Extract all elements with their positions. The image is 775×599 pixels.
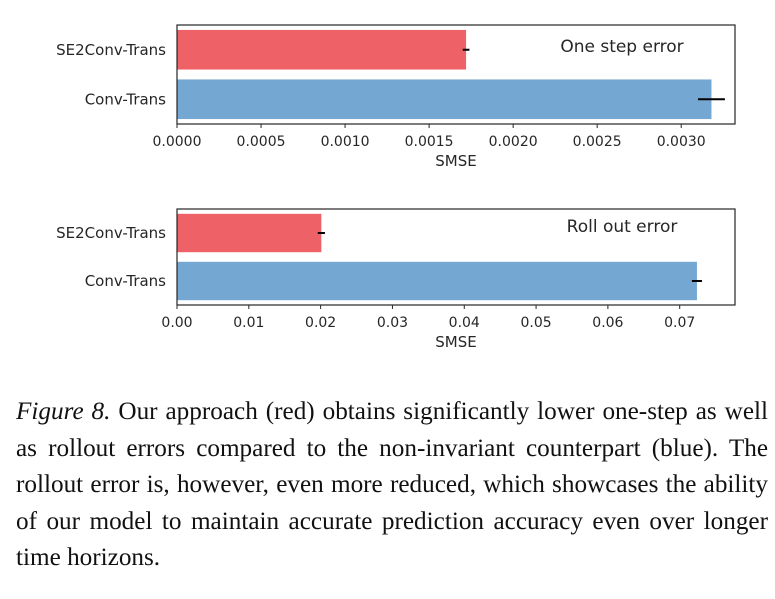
x-tick-label: 0.02 xyxy=(305,315,336,331)
x-axis-label: SMSE xyxy=(435,333,476,351)
x-tick-label: 0.07 xyxy=(664,315,695,331)
figure-charts: SE2Conv-Trans Conv-Trans 0.0000 0.0005 0.001… xyxy=(56,24,736,351)
bar-se2conv-trans xyxy=(177,213,322,253)
figure-label: Figure 8. xyxy=(16,398,111,425)
chart-annotation: Roll out error xyxy=(567,217,678,237)
x-axis-label: SMSE xyxy=(435,152,476,170)
chart-panel-1: SE2Conv-Trans Conv-Trans 0.0000 0.0005 0.001… xyxy=(56,24,736,170)
y-tick-label: SE2Conv-Trans xyxy=(56,224,166,242)
bar-conv-trans xyxy=(177,79,712,120)
x-tick-label: 0.03 xyxy=(377,315,408,331)
x-tick-label: 0.0005 xyxy=(237,134,286,150)
x-tick-label: 0.0025 xyxy=(573,134,622,150)
figure-caption: Figure 8. Our approach (red) obtains sig… xyxy=(16,394,768,577)
x-tick-label: 0.00 xyxy=(161,315,192,331)
x-tick-label: 0.04 xyxy=(449,315,480,331)
x-tick-label: 0.0015 xyxy=(405,134,454,150)
y-tick-label: SE2Conv-Trans xyxy=(56,41,166,59)
axes-frame xyxy=(176,24,736,125)
x-tick-label: 0.0030 xyxy=(657,134,706,150)
chart-panel-2: SE2Conv-Trans Conv-Trans 0.00 0.01 0.02 0.03 0… xyxy=(56,208,736,351)
chart-annotation: One step error xyxy=(560,37,683,57)
y-tick-label: Conv-Trans xyxy=(85,90,166,108)
x-tick-label: 0.0010 xyxy=(321,134,370,150)
bar-se2conv-trans xyxy=(177,29,467,70)
x-tick-label: 0.05 xyxy=(520,315,551,331)
bar-conv-trans xyxy=(177,261,697,301)
x-tick-label: 0.0020 xyxy=(489,134,538,150)
caption-text: Our approach (red) obtains significantly… xyxy=(16,398,768,571)
y-tick-label: Conv-Trans xyxy=(85,272,166,290)
axes-frame xyxy=(176,208,736,306)
x-tick-label: 0.01 xyxy=(233,315,264,331)
x-tick-label: 0.06 xyxy=(592,315,623,331)
x-tick-label: 0.0000 xyxy=(153,134,202,150)
